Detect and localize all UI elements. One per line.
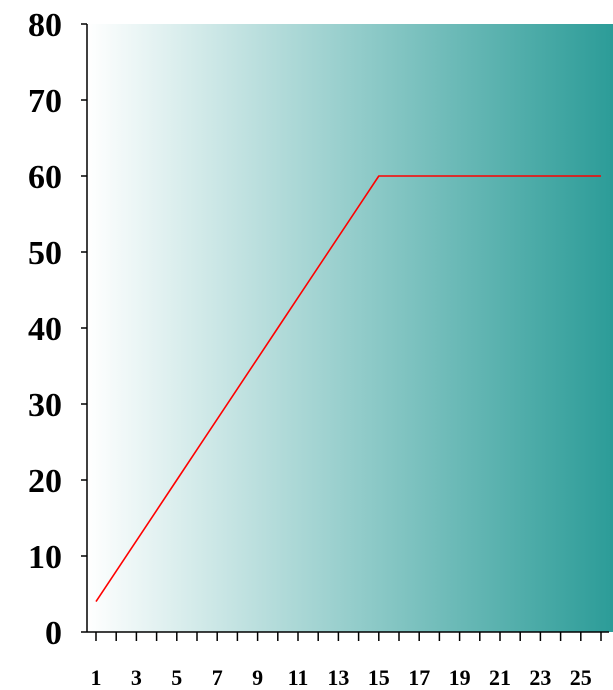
series-point xyxy=(237,388,239,390)
series-point xyxy=(418,175,420,177)
series-point xyxy=(519,175,521,177)
series-point xyxy=(156,510,158,512)
x-tick-label: 5 xyxy=(171,665,182,690)
series-point xyxy=(398,175,400,177)
y-tick-label: 10 xyxy=(28,539,62,576)
series-point xyxy=(297,297,299,299)
series-point xyxy=(196,449,198,451)
x-tick-label: 19 xyxy=(449,665,471,690)
series-point xyxy=(580,175,582,177)
y-tick-label: 60 xyxy=(28,159,62,196)
x-tick-label: 13 xyxy=(327,665,349,690)
x-tick-label: 23 xyxy=(529,665,551,690)
series-point xyxy=(95,601,97,603)
series-point xyxy=(277,327,279,329)
series-point xyxy=(439,175,441,177)
series-point xyxy=(378,175,380,177)
series-point xyxy=(479,175,481,177)
x-tick-label: 25 xyxy=(570,665,592,690)
x-tick-label: 7 xyxy=(212,665,223,690)
x-tick-label: 17 xyxy=(408,665,430,690)
y-tick-label: 0 xyxy=(45,615,62,652)
x-tick-label: 15 xyxy=(368,665,390,690)
series-point xyxy=(600,175,602,177)
y-tick-label: 20 xyxy=(28,463,62,500)
y-tick-label: 70 xyxy=(28,83,62,120)
series-point xyxy=(499,175,501,177)
x-tick-label: 3 xyxy=(131,665,142,690)
x-tick-label: 1 xyxy=(91,665,102,690)
series-line xyxy=(95,175,601,603)
y-tick-label: 30 xyxy=(28,387,62,424)
y-tick-label: 50 xyxy=(28,235,62,272)
x-tick-label: 21 xyxy=(489,665,511,690)
series-point xyxy=(257,358,259,360)
y-axis-ticks: 0 10 20 30 40 50 60 70 80 xyxy=(28,7,87,652)
series-point xyxy=(176,479,178,481)
y-tick-label: 40 xyxy=(28,311,62,348)
y-tick-label: 80 xyxy=(28,7,62,44)
plot-area-background xyxy=(87,24,613,632)
series-point xyxy=(216,418,218,420)
series-point xyxy=(136,540,138,542)
series-layer xyxy=(95,175,602,603)
x-tick-label: 11 xyxy=(288,665,309,690)
series-point xyxy=(317,266,319,268)
series-point xyxy=(115,570,117,572)
series-point xyxy=(459,175,461,177)
x-tick-label: 9 xyxy=(252,665,263,690)
series-point xyxy=(540,175,542,177)
x-axis-ticks: 1 3 5 7 9 11 13 15 17 19 21 23 25 xyxy=(91,632,602,690)
series-point xyxy=(358,206,360,208)
series-point xyxy=(338,236,340,238)
series-point xyxy=(560,175,562,177)
